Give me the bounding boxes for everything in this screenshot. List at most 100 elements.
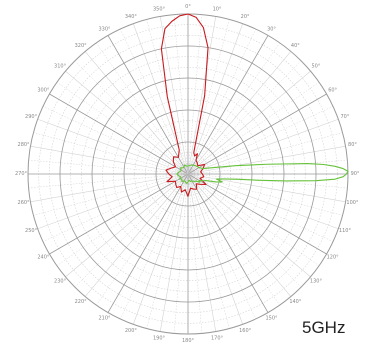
minor-spoke: [56, 173, 189, 266]
angle-tick-label: 0°: [185, 4, 191, 10]
minor-spoke: [96, 173, 189, 306]
frequency-caption: 5GHz: [302, 318, 346, 337]
minor-spoke: [187, 82, 320, 175]
angle-tick-label: 50°: [311, 64, 320, 70]
minor-spoke: [187, 173, 203, 334]
major-ring: [155, 141, 221, 207]
minor-spoke: [173, 173, 189, 334]
minor-spoke: [187, 173, 348, 189]
minor-spoke: [187, 19, 230, 175]
spoke: [37, 118, 189, 175]
spoke: [187, 173, 339, 230]
minor-spoke: [187, 14, 203, 175]
minor-spoke: [187, 173, 280, 306]
spoke: [30, 145, 189, 175]
angle-tick-label: 160°: [239, 328, 252, 334]
major-spoke: [49, 93, 189, 175]
angle-tick-label: 210°: [98, 316, 111, 322]
minor-spoke: [187, 106, 334, 175]
angle-tick-label: 150°: [265, 316, 278, 322]
spoke: [30, 173, 189, 203]
major-ring: [123, 109, 253, 239]
spoke: [84, 51, 189, 175]
angle-tick-label: 250°: [25, 228, 38, 234]
spoke: [132, 173, 189, 325]
angle-tick-label: 290°: [25, 114, 38, 120]
minor-spoke: [187, 173, 343, 216]
spoke: [187, 173, 244, 325]
angle-tick-label: 220°: [75, 299, 88, 305]
angle-tick-label: 300°: [37, 88, 50, 94]
angle-tick-label: 340°: [125, 14, 138, 20]
minor-spoke: [33, 173, 189, 216]
minor-spoke: [187, 173, 320, 266]
minor-spoke: [187, 132, 343, 175]
minor-spoke: [187, 42, 280, 175]
angle-tick-label: 40°: [291, 43, 300, 49]
spoke: [187, 23, 244, 175]
spoke: [187, 51, 292, 175]
spoke: [187, 173, 311, 278]
minor-spoke: [187, 159, 348, 175]
angle-tick-label: 230°: [54, 278, 67, 284]
minor-spoke: [187, 28, 256, 175]
angle-tick-label: 20°: [241, 14, 250, 20]
angle-tick-label: 240°: [37, 255, 50, 261]
angle-tick-label: 30°: [267, 26, 276, 32]
minor-spoke: [120, 28, 189, 175]
minor-spoke: [187, 173, 302, 288]
series-line-2: [176, 162, 349, 184]
angle-tick-label: 110°: [339, 228, 352, 234]
minor-spoke: [120, 173, 189, 320]
major-spoke: [107, 35, 189, 175]
minor-spoke: [146, 173, 189, 329]
major-spoke: [187, 35, 269, 175]
angle-tick-label: 10°: [213, 7, 222, 13]
angle-tick-label: 130°: [310, 278, 323, 284]
angle-tick-labels: 0° 10° 20° 30° 40° 50° 60° 70° 80° 90° 100° 110° 120…: [15, 4, 360, 344]
spoke: [37, 173, 189, 230]
angle-tick-label: 120°: [327, 255, 340, 261]
major-spoke: [107, 173, 189, 313]
polar-series: [160, 13, 349, 197]
minor-spoke: [33, 132, 189, 175]
spoke: [187, 173, 292, 297]
minor-spoke: [96, 42, 189, 175]
minor-spoke: [74, 173, 189, 288]
major-spoke: [187, 173, 269, 313]
angle-tick-label: 70°: [340, 114, 349, 120]
angle-tick-label: 100°: [346, 200, 359, 206]
minor-spoke: [56, 82, 189, 175]
angle-tick-label: 60°: [328, 88, 337, 94]
major-spoke: [187, 173, 327, 255]
spoke: [187, 70, 311, 175]
angle-tick-label: 190°: [153, 335, 166, 341]
angle-tick-label: 90°: [351, 171, 360, 177]
angle-tick-label: 180°: [182, 338, 195, 344]
major-ring: [59, 45, 317, 303]
spoke: [65, 173, 189, 278]
angle-tick-label: 200°: [125, 328, 138, 334]
angle-tick-label: 260°: [18, 200, 31, 206]
spoke: [84, 173, 189, 297]
angle-tick-label: 140°: [289, 299, 302, 305]
spoke: [187, 173, 346, 203]
spoke: [159, 173, 189, 332]
series-line-1: [160, 13, 209, 197]
spoke: [187, 118, 339, 175]
minor-spoke: [28, 173, 189, 189]
polar-grid: [27, 13, 349, 335]
minor-spoke: [146, 19, 189, 175]
angle-tick-label: 320°: [75, 43, 88, 49]
spoke: [65, 70, 189, 175]
minor-spoke: [42, 173, 189, 242]
angle-tick-label: 280°: [18, 142, 31, 148]
angle-tick-label: 170°: [211, 335, 224, 341]
minor-spoke: [187, 173, 230, 329]
angle-tick-label: 310°: [54, 64, 67, 70]
spoke: [187, 145, 346, 175]
spoke: [187, 173, 217, 332]
minor-spoke: [187, 60, 302, 175]
angle-tick-label: 350°: [153, 7, 166, 13]
